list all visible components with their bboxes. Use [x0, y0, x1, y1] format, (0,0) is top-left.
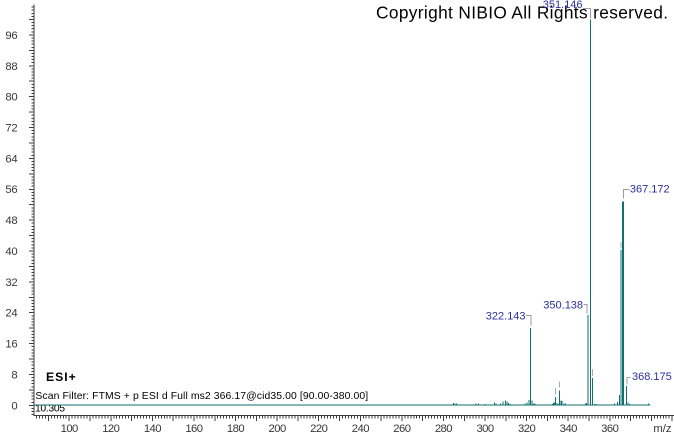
svg-text:10.305: 10.305	[35, 403, 65, 414]
svg-text:88: 88	[5, 61, 17, 73]
svg-text:160: 160	[185, 423, 202, 434]
svg-text:180: 180	[227, 423, 244, 434]
svg-text:80: 80	[5, 92, 17, 104]
svg-text:140: 140	[144, 423, 161, 434]
svg-text:200: 200	[269, 423, 286, 434]
svg-text:40: 40	[5, 246, 17, 258]
svg-text:8: 8	[11, 369, 17, 381]
svg-text:300: 300	[476, 423, 493, 434]
svg-text:220: 220	[310, 423, 327, 434]
svg-text:ESI+: ESI+	[46, 370, 77, 384]
svg-text:Copyright NIBIO All Rights res: Copyright NIBIO All Rights reserved.	[376, 2, 668, 22]
svg-text:240: 240	[352, 423, 369, 434]
svg-text:16: 16	[5, 339, 17, 351]
svg-text:367.172: 367.172	[630, 184, 670, 196]
svg-text:320: 320	[518, 423, 535, 434]
svg-text:280: 280	[435, 423, 452, 434]
svg-text:100: 100	[61, 423, 78, 434]
svg-text:0: 0	[11, 400, 17, 412]
svg-text:351.146: 351.146	[543, 0, 583, 11]
svg-text:56: 56	[5, 184, 17, 196]
svg-text:72: 72	[5, 123, 17, 135]
svg-text:96: 96	[5, 30, 17, 42]
svg-text:260: 260	[393, 423, 410, 434]
svg-text:48: 48	[5, 215, 17, 227]
svg-text:32: 32	[5, 277, 17, 289]
svg-text:350.138: 350.138	[543, 299, 583, 311]
svg-text:Scan Filter: FTMS + p ESI d Fu: Scan Filter: FTMS + p ESI d Full ms2 366…	[35, 391, 368, 402]
svg-text:340: 340	[560, 423, 577, 434]
svg-text:120: 120	[102, 423, 119, 434]
svg-text:368.175: 368.175	[632, 371, 672, 383]
svg-text:m/z: m/z	[653, 423, 672, 434]
svg-text:24: 24	[5, 308, 17, 320]
svg-text:64: 64	[5, 153, 17, 165]
svg-text:322.143: 322.143	[486, 310, 526, 322]
svg-text:360: 360	[601, 423, 618, 434]
